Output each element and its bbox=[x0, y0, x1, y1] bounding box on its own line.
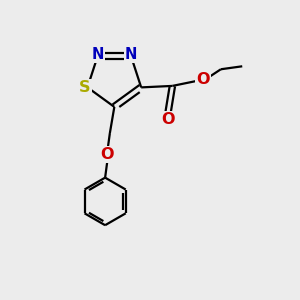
Text: S: S bbox=[80, 80, 91, 95]
Text: O: O bbox=[101, 147, 114, 162]
Text: N: N bbox=[92, 47, 104, 62]
Text: N: N bbox=[125, 47, 137, 62]
Text: O: O bbox=[196, 72, 210, 87]
Text: O: O bbox=[161, 112, 175, 127]
